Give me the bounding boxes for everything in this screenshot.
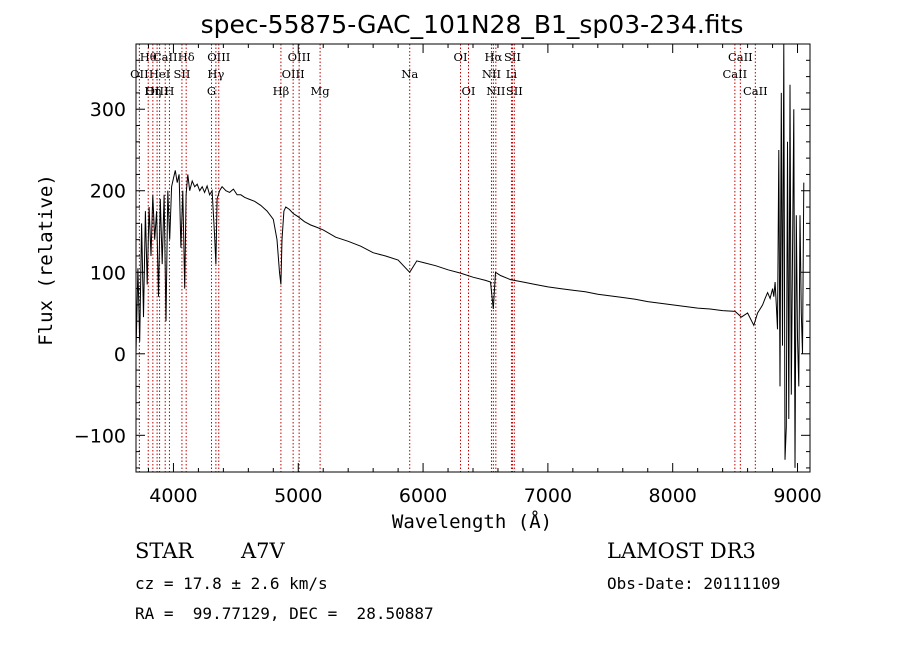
x-tick-label: 6000 (399, 485, 447, 507)
spectrum-line (135, 43, 805, 468)
line-marker-label: Hη (144, 84, 161, 98)
line-marker-label: Hα (484, 50, 502, 64)
y-tick-label: −100 (74, 425, 126, 447)
y-axis-label: Flux (relative) (35, 174, 57, 346)
line-marker-label: Mg (311, 84, 331, 98)
line-marker-label: H (164, 84, 174, 98)
line-marker-label: SII (504, 50, 521, 64)
line-marker-label: OIII (146, 84, 169, 98)
line-marker-label: CaII (722, 67, 747, 81)
line-marker-label: Hγ (207, 67, 224, 81)
y-tick-label: 200 (90, 181, 126, 203)
line-marker-label: SII (506, 84, 523, 98)
x-tick-label: 5000 (274, 485, 322, 507)
line-marker-label: G (207, 84, 216, 98)
line-marker-label: Hβ (273, 84, 290, 98)
line-marker-label: OI (454, 50, 468, 64)
line-marker-label: OI (462, 84, 476, 98)
observation-date: Obs-Date: 20111109 (607, 574, 781, 593)
x-axis: 4000 5000 6000 7000 8000 9000 (147, 44, 822, 507)
line-marker-label: SII (173, 67, 190, 81)
y-tick-label: 0 (114, 344, 126, 366)
line-marker-label: Na (401, 67, 418, 81)
x-tick-label: 7000 (524, 485, 572, 507)
plot-frame (135, 43, 811, 473)
y-tick-label: 100 (90, 262, 126, 284)
spectral-line-markers (138, 44, 756, 472)
survey-name: LAMOST DR3 (607, 539, 756, 563)
line-marker-label: CaII (743, 84, 768, 98)
line-marker-label: Li (506, 67, 518, 81)
line-marker-label: Hδ (178, 50, 195, 64)
x-axis-label: Wavelength (Å) (392, 510, 552, 533)
object-type: STAR (135, 539, 194, 563)
line-marker-label: CaII (153, 50, 178, 64)
redshift-cz: cz = 17.8 ± 2.6 km/s (135, 574, 328, 593)
line-marker-label: NII (486, 84, 505, 98)
line-marker-label: OIII (207, 50, 230, 64)
line-marker-label: OIII (282, 67, 305, 81)
line-marker-label: CaII (728, 50, 753, 64)
chart-title: spec-55875-GAC_101N28_B1_sp03-234.fits (201, 10, 744, 39)
x-tick-label: 4000 (149, 485, 197, 507)
spectrum-chart: spec-55875-GAC_101N28_B1_sp03-234.fits H… (35, 10, 822, 533)
coordinates: RA = 99.77129, DEC = 28.50887 (135, 604, 434, 623)
y-axis: −100 0 100 200 300 (74, 43, 810, 469)
line-marker-label: Hθ (140, 50, 157, 64)
line-marker-label: NII (482, 67, 501, 81)
line-marker-label: HeI (149, 67, 170, 81)
line-marker-label: OII (130, 67, 149, 81)
spectral-subclass: A7V (241, 539, 285, 563)
x-tick-label: 9000 (773, 485, 821, 507)
y-tick-label: 300 (90, 99, 126, 121)
x-tick-label: 8000 (649, 485, 697, 507)
line-marker-label: OIII (288, 50, 311, 64)
